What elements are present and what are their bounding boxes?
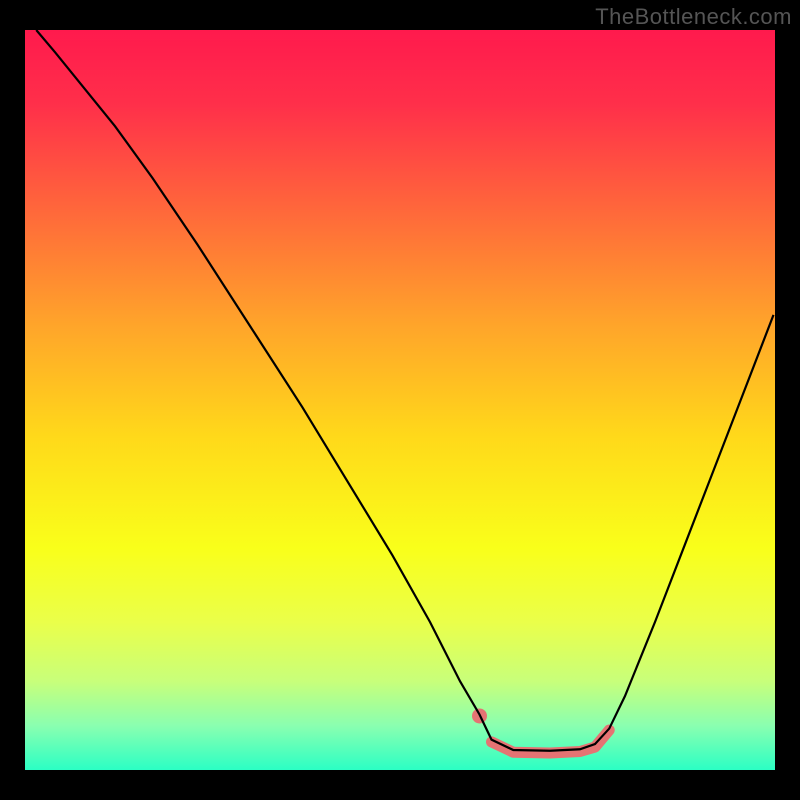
chart-curves-layer xyxy=(25,30,775,770)
highlight-segment xyxy=(492,730,610,753)
bottleneck-curve xyxy=(36,30,773,751)
watermark-text: TheBottleneck.com xyxy=(595,4,792,30)
bottleneck-chart xyxy=(25,30,775,770)
